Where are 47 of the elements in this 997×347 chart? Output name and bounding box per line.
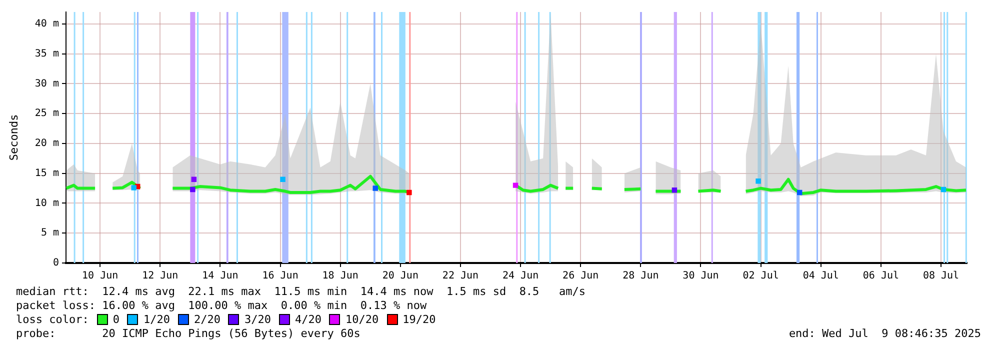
legend-label: 4/20 <box>294 313 322 326</box>
legend-label: 19/20 <box>402 313 436 326</box>
x-tick-label: 18 Jun <box>322 270 358 282</box>
y-tick-label: 15 m <box>34 168 59 179</box>
point <box>131 185 136 190</box>
y-tick-label: 0 <box>52 258 59 269</box>
point <box>191 176 197 182</box>
y-tick-label: 30 m <box>34 78 59 90</box>
y-tick-label: 40 m <box>34 18 59 30</box>
x-tick-label: 02 Jul <box>742 270 779 282</box>
legend-label: 1/20 <box>143 313 170 326</box>
x-tick-label: 14 Jun <box>202 270 238 282</box>
y-axis-title: Seconds <box>7 114 20 161</box>
point <box>372 186 378 191</box>
y-tick-label: 25 m <box>34 108 59 120</box>
point <box>280 176 286 182</box>
legend-label: 10/20 <box>345 313 379 326</box>
text: end: Wed Jul 9 08:46:35 2025 <box>788 327 981 340</box>
legend-label: 3/20 <box>244 313 271 326</box>
legend-title: loss color: <box>16 313 89 326</box>
text: probe: 20 ICMP Echo Pings (56 Bytes) every 60s <box>16 327 360 340</box>
x-tick-label: 20 Jun <box>382 270 418 282</box>
y-tick-label: 20 m <box>34 138 59 150</box>
x-tick-label: 16 Jun <box>262 270 298 282</box>
point <box>940 186 946 192</box>
point <box>796 190 802 196</box>
text: median rtt: 12.4 ms avg 22.1 ms max 11.5 ms min 14.4 ms now 1.5 ms sd 8.5 am/s <box>16 285 586 298</box>
x-tick-label: 10 Jun <box>82 270 118 282</box>
y-tick-label: 10 m <box>34 198 59 209</box>
x-tick-label: 28 Jun <box>622 270 659 282</box>
point <box>756 178 761 184</box>
x-tick-label: 12 Jun <box>142 270 178 282</box>
point <box>190 186 196 192</box>
x-tick-label: 22 Jun <box>442 270 479 282</box>
x-tick-label: 08 Jul <box>922 270 960 282</box>
point <box>672 187 678 193</box>
point <box>406 190 412 196</box>
x-tick-label: 30 Jun <box>682 270 719 282</box>
x-tick-label: 04 Jul <box>802 270 839 282</box>
legend-label: 2/20 <box>194 313 220 326</box>
text: packet loss: 16.00 % avg 100.00 % max 0.00 % min 0.13 % now <box>16 299 427 312</box>
x-tick-label: 24 Jun <box>502 270 539 282</box>
y-tick-label: 35 m <box>34 48 59 60</box>
x-tick-label: 26 Jun <box>562 270 599 282</box>
y-tick-label: 5 m <box>40 228 59 239</box>
x-tick-label: 06 Jul <box>862 270 900 282</box>
legend-label: 0 <box>112 313 120 326</box>
